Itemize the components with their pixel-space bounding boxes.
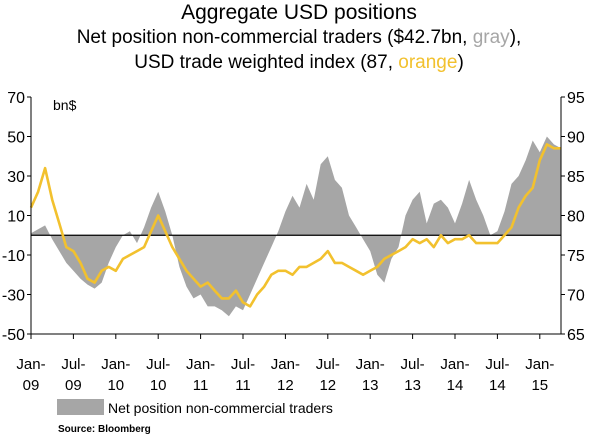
left-tick-label: 30 [7, 169, 25, 186]
left-tick-label: 10 [7, 209, 25, 226]
right-tick-label: 85 [567, 169, 585, 186]
x-tick-label-year: 12 [277, 377, 294, 394]
x-tick-label-year: 09 [23, 377, 40, 394]
subtitle-line2-text: USD trade weighted index (87, [134, 52, 399, 73]
x-tick-label-month: Jul- [61, 356, 85, 373]
x-tick-label-month: Jan- [101, 356, 130, 373]
right-tick-label: 65 [567, 327, 585, 344]
x-tick-label-year: 12 [319, 377, 336, 394]
x-tick-label-month: Jul- [485, 356, 509, 373]
x-tick-label-month: Jan- [186, 356, 215, 373]
legend-label: Net position non-commercial traders [108, 400, 333, 416]
left-tick-label: -10 [2, 248, 25, 265]
x-tick-label-year: 10 [150, 377, 167, 394]
x-tick-label-year: 10 [107, 377, 124, 394]
x-tick-label-month: Jan- [356, 356, 385, 373]
legend-swatch [57, 399, 104, 415]
x-tick-label-year: 15 [531, 377, 548, 394]
left-tick-label: -50 [2, 327, 25, 344]
right-tick-label: 95 [567, 90, 585, 107]
chart-subtitle-line1: Net position non-commercial traders ($42… [0, 25, 598, 50]
x-tick-label-month: Jan- [271, 356, 300, 373]
title-block: Aggregate USD positions Net position non… [0, 0, 598, 75]
subtitle-orange-word: orange [398, 52, 458, 73]
right-tick-label: 80 [567, 209, 585, 226]
chart-subtitle-line2: USD trade weighted index (87, orange) [0, 50, 598, 75]
x-tick-label-year: 13 [362, 377, 379, 394]
left-tick-label: -30 [2, 288, 25, 305]
x-tick-label-month: Jul- [231, 356, 255, 373]
x-tick-label-month: Jan- [16, 356, 45, 373]
x-tick-label-year: 11 [193, 377, 209, 394]
usd-index-line [29, 143, 561, 308]
right-tick-label: 70 [567, 288, 585, 305]
x-tick-label-month: Jul- [401, 356, 425, 373]
subtitle-line1-text: Net position non-commercial traders ($42… [76, 27, 473, 48]
left-tick-label: 50 [7, 130, 25, 147]
subtitle-line1-end: ), [509, 27, 522, 48]
x-tick-label-month: Jan- [525, 356, 554, 373]
x-tick-label-year: 14 [447, 377, 464, 394]
left-tick-label: 70 [7, 90, 25, 107]
subtitle-gray-word: gray [472, 27, 510, 48]
x-tick-label-month: Jul- [316, 356, 340, 373]
x-tick-label-year: 11 [235, 377, 251, 394]
chart-title: Aggregate USD positions [181, 1, 417, 24]
x-tick-label-year: 09 [65, 377, 82, 394]
subtitle-line2-end: ) [457, 52, 464, 73]
x-tick-label-year: 14 [489, 377, 506, 394]
x-tick-label-year: 13 [404, 377, 421, 394]
net-position-area [31, 136, 561, 317]
right-tick-label: 75 [567, 248, 585, 265]
x-tick-label-month: Jul- [146, 356, 170, 373]
left-axis-unit-label: bn$ [53, 97, 77, 113]
source-note: Source: Bloomberg [58, 424, 151, 435]
x-tick-label-month: Jan- [440, 356, 469, 373]
right-tick-label: 90 [567, 130, 585, 147]
